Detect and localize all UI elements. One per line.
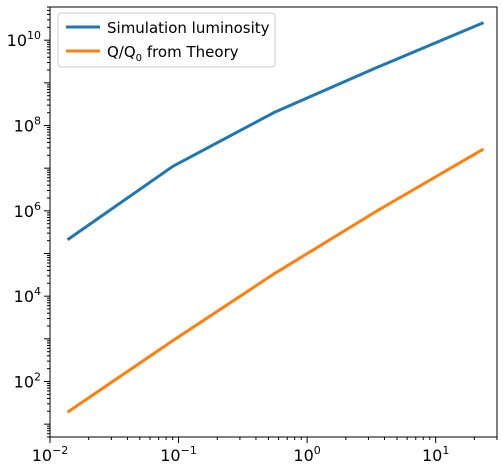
legend-label-simulation-main: Simulation luminosity: [107, 19, 270, 37]
legend-label-theory: Q/Q0 from Theory: [107, 43, 239, 64]
y-tick-exponent: 10: [27, 29, 41, 42]
y-tick-exponent: 6: [34, 200, 41, 213]
x-tick-exponent: 1: [442, 444, 449, 457]
plot-lines: [66, 21, 485, 414]
x-tick-base: 10: [32, 446, 52, 465]
y-tick-exponent: 2: [34, 370, 41, 383]
x-tick-label-1: 10−1: [160, 444, 197, 465]
x-tick-label-2: 100: [293, 444, 320, 465]
y-tick-exponent: 8: [34, 115, 41, 128]
y-tick-base: 10: [14, 287, 34, 306]
y-tick-base: 10: [14, 372, 34, 391]
x-tick-base: 10: [422, 446, 442, 465]
series-line-0: [66, 21, 485, 241]
x-tick-label-0: 10−2: [32, 444, 69, 465]
x-axis: 10−2 10−1 100 101: [32, 437, 498, 465]
y-tick-label-1: 104: [14, 285, 41, 306]
legend-label-theory-sub: 0: [136, 53, 142, 64]
legend-label-theory-tail: from Theory: [142, 43, 239, 61]
legend-box: [57, 12, 276, 68]
x-tick-base: 10: [293, 446, 313, 465]
y-tick-base: 10: [7, 31, 27, 50]
x-tick-base: 10: [160, 446, 180, 465]
y-tick-base: 10: [14, 117, 34, 136]
series-line-1: [66, 147, 485, 414]
legend-label-simulation: Simulation luminosity: [107, 19, 270, 37]
y-tick-label-2: 106: [14, 200, 41, 221]
x-tick-exponent: −2: [52, 444, 68, 457]
plot-frame: [49, 6, 498, 438]
legend-label-theory-main: Q/Q: [107, 43, 136, 61]
x-tick-exponent: 0: [314, 444, 321, 457]
x-tick-exponent: −1: [181, 444, 197, 457]
x-tick-label-3: 101: [422, 444, 449, 465]
y-tick-label-3: 108: [14, 115, 41, 136]
y-tick-base: 10: [14, 202, 34, 221]
y-tick-label-4: 1010: [7, 29, 41, 50]
y-tick-exponent: 4: [34, 285, 41, 298]
y-tick-label-0: 102: [14, 370, 41, 391]
legend: Simulation luminosity Q/Q0 from Theory: [57, 12, 276, 68]
